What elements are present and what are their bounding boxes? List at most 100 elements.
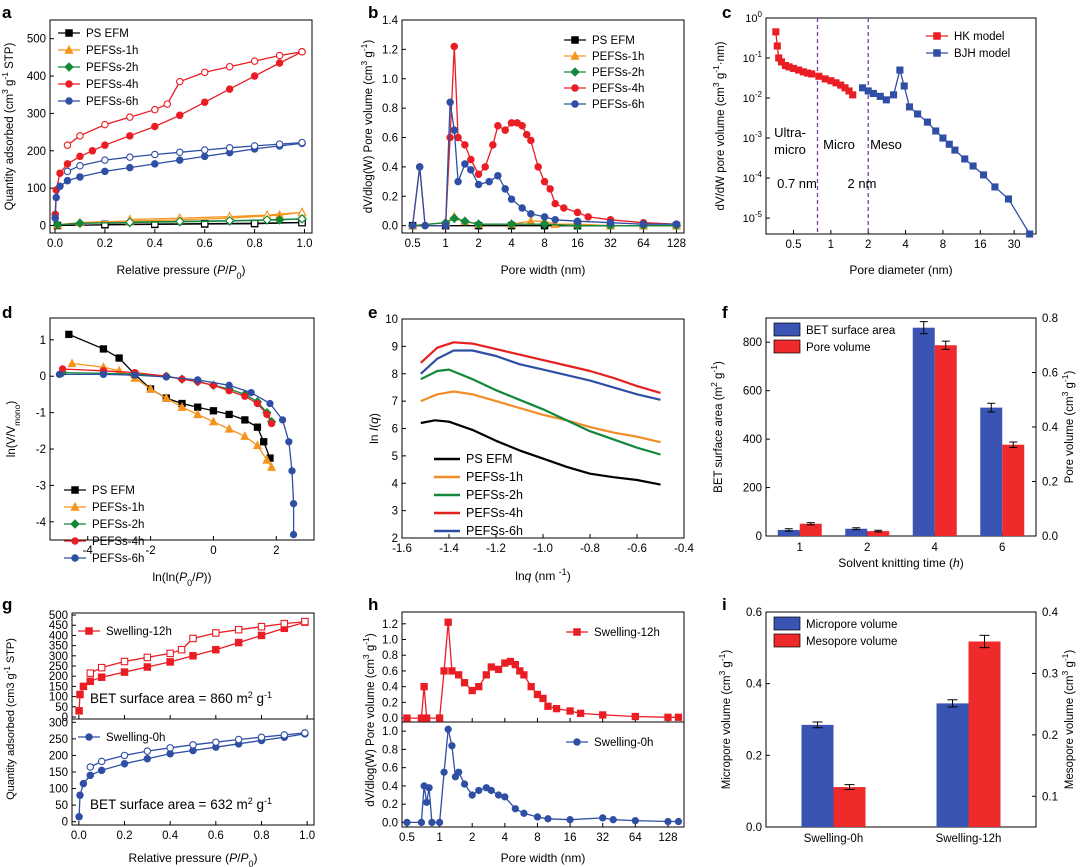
panel-a-point xyxy=(52,193,60,202)
panel-h-point xyxy=(511,805,519,813)
panel-e-ylabel: ln I(q) xyxy=(367,413,381,444)
panel-a-point xyxy=(250,57,259,65)
panel-g-xlabel: Relative pressure (P/P0) xyxy=(128,851,257,867)
panel-letter-f: f xyxy=(722,303,728,322)
panel-b-point xyxy=(408,221,417,230)
panel-b-point xyxy=(450,126,459,134)
panel-b-xtick-label: 64 xyxy=(637,238,650,250)
panel-a-point xyxy=(76,132,84,140)
panel-b-point xyxy=(467,166,475,174)
panel-g-point xyxy=(97,757,106,766)
panel-a-ytick-label: 500 xyxy=(27,34,46,46)
panel-a-point xyxy=(63,176,72,185)
panel-a-point xyxy=(200,68,209,77)
panel-g-point xyxy=(257,631,266,640)
panel-a-point xyxy=(200,152,209,161)
panel-a-point xyxy=(56,182,64,191)
panel-a-legend-label: PEFSs-4h xyxy=(86,79,138,91)
panel-g-bottom-legend-label: Swelling-0h xyxy=(106,732,165,744)
panel-c-xlabel: Pore diameter (nm) xyxy=(849,263,952,277)
panel-g-top-legend-label: Swelling-12h xyxy=(106,626,172,638)
panel-b-ylabel: dV/dlog(W) Pore volume (cm3 g-1) xyxy=(359,40,375,214)
panel-a-point xyxy=(250,142,259,150)
panel-h-point xyxy=(674,817,683,826)
panel-f-ylabel-right: Pore volume (cm3 g-1) xyxy=(1060,371,1076,484)
panel-h-point xyxy=(566,816,574,824)
panel-a-legend-label: PEFSs-1h xyxy=(86,45,138,57)
panel-d-point xyxy=(194,403,202,411)
panel-a-point xyxy=(151,160,159,168)
panel-h-bottom-ytick-label: 0.0 xyxy=(382,817,398,829)
panel-b-legend-marker xyxy=(570,67,580,77)
panel-h-xtick-label: 64 xyxy=(629,832,642,844)
panel-g-point xyxy=(86,763,95,771)
panel-b-point xyxy=(460,216,470,227)
panel-e-xtick-label: -0.6 xyxy=(627,543,647,555)
panel-h-point xyxy=(539,694,547,703)
panel-a-point xyxy=(275,140,284,148)
panel-a-xtick-label: 0.2 xyxy=(97,238,113,250)
panel-h-point xyxy=(631,712,639,721)
panel-b-point xyxy=(415,163,424,171)
panel-e-xtick-label: -1.2 xyxy=(486,543,506,555)
panel-c-xtick-label: 8 xyxy=(940,239,946,251)
panel-b-point xyxy=(421,221,429,230)
panel-d-point xyxy=(115,354,123,362)
panel-g-top-ytick-label: 250 xyxy=(49,661,68,673)
panel-b-ytick-label: 0.6 xyxy=(382,133,398,145)
panel-g-point xyxy=(166,744,174,752)
panel-i-ytick-label: 0.1 xyxy=(1042,791,1058,803)
panel-c-annotation: micro xyxy=(774,142,806,157)
panel-c-point xyxy=(869,89,877,98)
panel-e-legend-label: PEFSs-4h xyxy=(466,506,523,520)
panel-b-point xyxy=(473,219,484,229)
panel-a-point xyxy=(225,62,234,71)
panel-c-point xyxy=(1004,195,1013,203)
panel-e-xtick-label: -1.6 xyxy=(392,543,412,555)
panel-b-point xyxy=(560,204,568,212)
panel-a-ytick-label: 100 xyxy=(27,183,46,195)
panel-a-point xyxy=(52,220,63,230)
panel-h-point xyxy=(544,702,552,710)
panel-d-point xyxy=(99,370,108,379)
panel-b-point xyxy=(501,126,509,134)
panel-h-point xyxy=(527,682,535,691)
panel-h-xtick-label: 4 xyxy=(502,832,509,844)
panel-g-top-ytick-label: 200 xyxy=(49,671,68,683)
panel-a-point xyxy=(151,150,159,159)
panel-d-point xyxy=(55,370,64,379)
panel-d-point xyxy=(247,388,255,397)
panel-h-top-legend-label: Swelling-12h xyxy=(594,627,660,639)
panel-g-point xyxy=(301,617,309,626)
panel-b-point xyxy=(518,204,526,212)
panel-b-ytick-label: 1.2 xyxy=(382,44,398,56)
panel-g-point xyxy=(177,645,186,654)
panel-g-xtick-label: 0.6 xyxy=(208,830,224,842)
panel-f-ytick-label: 0.0 xyxy=(1042,531,1058,543)
panel-i-ytick-label: 0.3 xyxy=(1042,668,1058,680)
panel-b-point xyxy=(467,155,475,164)
panel-i-legend-swatch xyxy=(773,633,801,648)
panel-c-point xyxy=(914,110,922,118)
panel-a-point xyxy=(275,59,284,67)
panel-d-ylabel: ln(V/Vmono) xyxy=(6,401,22,458)
panel-d-point xyxy=(177,402,187,411)
panel-letter-c: c xyxy=(722,3,731,22)
panel-c-point xyxy=(905,103,914,111)
panel-c-ytick-label: 10-3 xyxy=(743,130,763,145)
panel-b-xtick-label: 32 xyxy=(604,238,617,250)
panel-d-xtick-label: 2 xyxy=(273,545,279,557)
panel-g-point xyxy=(212,645,220,654)
panel-c-ytick-label: 10-2 xyxy=(743,90,763,105)
panel-g-point xyxy=(212,629,220,637)
panel-d-point xyxy=(194,376,202,384)
panel-c-xtick-label: 2 xyxy=(865,239,871,251)
panel-h-point xyxy=(475,682,483,691)
panel-a-point xyxy=(151,122,159,131)
panel-a-ytick-label: 0 xyxy=(40,221,46,233)
panel-b-point xyxy=(539,219,550,229)
panel-b-legend-label: PS EFM xyxy=(592,35,635,47)
panel-h-point xyxy=(423,714,431,722)
panel-d-point xyxy=(58,365,67,373)
panel-g-bottom-ytick-label: 150 xyxy=(49,767,68,779)
